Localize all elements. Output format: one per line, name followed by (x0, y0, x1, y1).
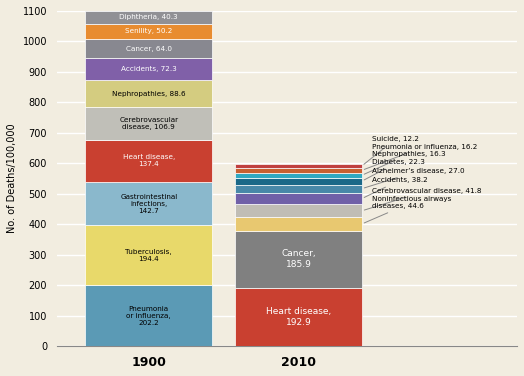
Bar (235, 178, 362, 185)
Bar (85, 182, 212, 225)
Bar (85, 225, 212, 285)
Text: Accidents, 72.3: Accidents, 72.3 (121, 67, 177, 72)
Text: Accidents, 38.2: Accidents, 38.2 (364, 177, 428, 197)
Bar (85, 39, 212, 58)
Bar (235, 168, 362, 173)
Bar (235, 205, 362, 217)
Text: Pneumonia
or influenza,
202.2: Pneumonia or influenza, 202.2 (126, 306, 171, 326)
Bar (235, 164, 362, 168)
Text: Suicide, 12.2: Suicide, 12.2 (364, 136, 419, 164)
Text: Nephropathies, 16.3: Nephropathies, 16.3 (364, 151, 446, 174)
Bar (235, 288, 362, 346)
Bar (85, 24, 212, 39)
Y-axis label: No. of Deaths/100,000: No. of Deaths/100,000 (7, 124, 17, 233)
Bar (235, 231, 362, 288)
Text: Diphtheria, 40.3: Diphtheria, 40.3 (119, 14, 178, 20)
Bar (85, 11, 212, 24)
Text: Gastrointestinal
infections,
142.7: Gastrointestinal infections, 142.7 (120, 194, 178, 214)
Text: Senility, 50.2: Senility, 50.2 (125, 28, 172, 34)
Text: Heart disease,
137.4: Heart disease, 137.4 (123, 155, 175, 167)
Text: Tuberculosis,
194.4: Tuberculosis, 194.4 (125, 249, 172, 262)
Text: Cerebrovascular
disease, 106.9: Cerebrovascular disease, 106.9 (119, 117, 178, 130)
Bar (235, 173, 362, 178)
Text: Cancer,
185.9: Cancer, 185.9 (281, 250, 315, 269)
Bar (85, 108, 212, 140)
Text: Diabetes, 22.3: Diabetes, 22.3 (364, 159, 425, 180)
Bar (235, 217, 362, 231)
Text: Pneumonia or influenza, 16.2: Pneumonia or influenza, 16.2 (364, 144, 477, 170)
Bar (85, 80, 212, 108)
Text: Heart disease,
192.9: Heart disease, 192.9 (266, 307, 331, 327)
Text: Cerebrovascular disease, 41.8: Cerebrovascular disease, 41.8 (364, 188, 482, 210)
Text: Noninfectious airways
diseases, 44.6: Noninfectious airways diseases, 44.6 (364, 196, 451, 223)
Bar (85, 285, 212, 346)
Bar (85, 140, 212, 182)
Text: Nephropathies, 88.6: Nephropathies, 88.6 (112, 91, 185, 97)
Bar (85, 58, 212, 80)
Bar (235, 193, 362, 205)
Text: Alzheimer’s disease, 27.0: Alzheimer’s disease, 27.0 (364, 168, 465, 188)
Bar (235, 185, 362, 193)
Text: Cancer, 64.0: Cancer, 64.0 (126, 45, 172, 52)
